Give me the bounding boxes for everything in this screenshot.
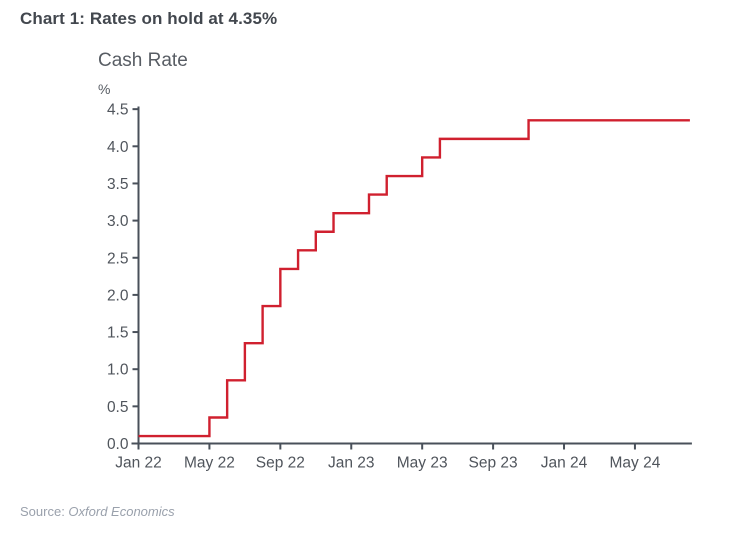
- y-tick-label: 2.0: [107, 287, 129, 304]
- x-tick-label: Jan 22: [115, 455, 162, 472]
- chart-title: Cash Rate: [98, 50, 188, 71]
- x-tick-label: May 23: [397, 455, 448, 472]
- x-tick-label: May 24: [610, 455, 661, 472]
- y-tick-label: 3.5: [107, 176, 129, 193]
- x-tick-label: May 22: [184, 455, 235, 472]
- x-tick-label: Jan 23: [328, 455, 375, 472]
- page-title: Chart 1: Rates on hold at 4.35%: [20, 9, 278, 28]
- y-tick-label: 2.5: [107, 250, 129, 267]
- x-tick-label: Sep 23: [469, 455, 518, 472]
- x-tick-label: Jan 24: [541, 455, 588, 472]
- y-tick-label: 1.5: [107, 325, 129, 342]
- x-tick-label: Sep 22: [256, 455, 305, 472]
- source-prefix: Source:: [20, 504, 69, 519]
- y-tick-label: 0.0: [107, 436, 129, 453]
- y-tick-label: 4.5: [107, 102, 129, 119]
- source-note: Source: Oxford Economics: [20, 504, 175, 519]
- cash-rate-line: [138, 119, 690, 438]
- y-tick-label: 0.5: [107, 399, 129, 416]
- y-axis-unit-label: %: [98, 81, 111, 97]
- y-tick-label: 4.0: [107, 139, 129, 156]
- y-tick-label: 1.0: [107, 362, 129, 379]
- y-tick-label: 3.0: [107, 213, 129, 230]
- source-name: Oxford Economics: [68, 504, 175, 519]
